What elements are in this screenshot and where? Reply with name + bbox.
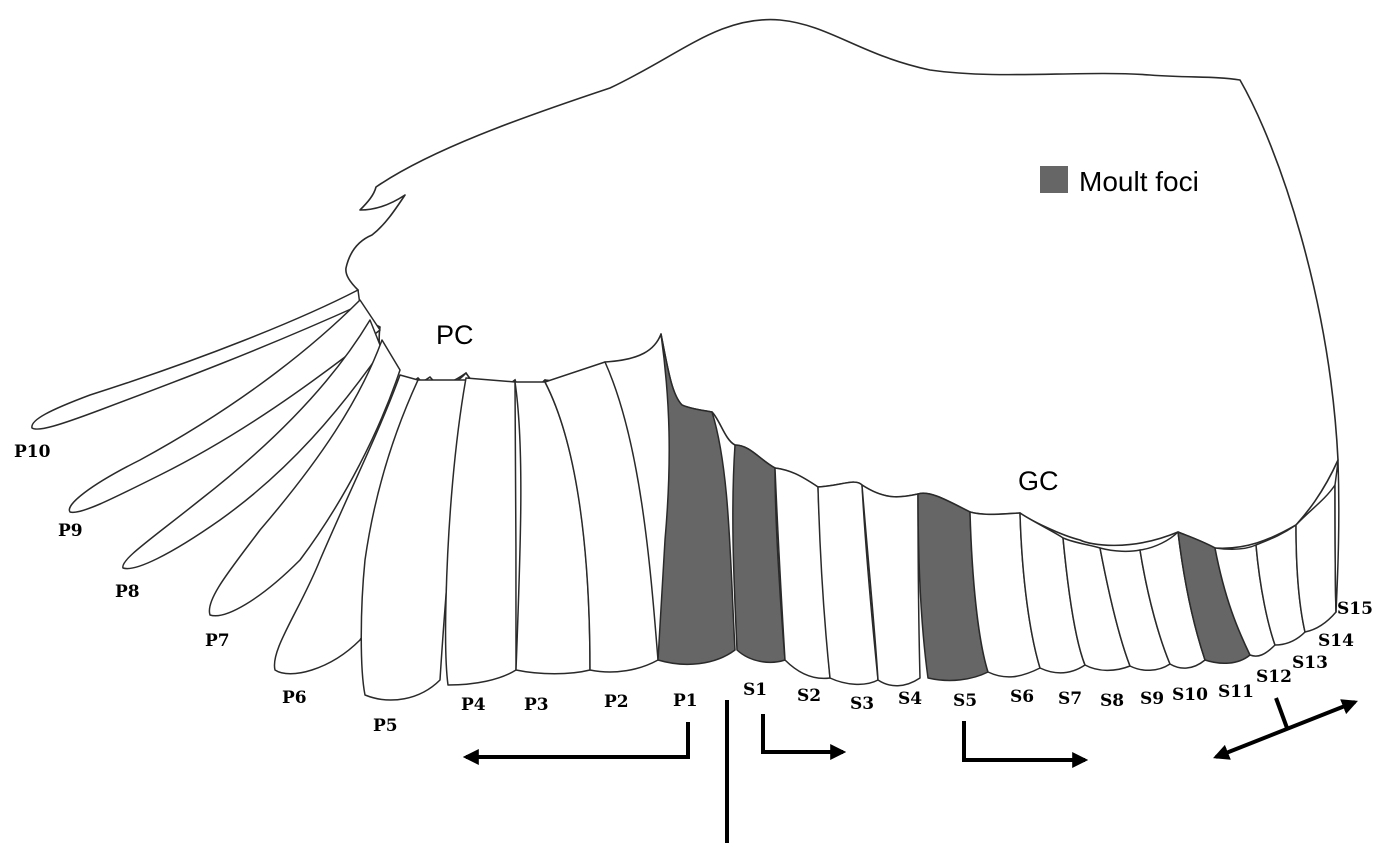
label-p4: P4 <box>461 695 486 715</box>
feather-p8 <box>122 319 383 570</box>
label-p10: P10 <box>14 442 51 462</box>
label-s2: S2 <box>797 686 821 706</box>
feather-p1 <box>657 333 736 666</box>
label-s15: S15 <box>1337 599 1373 619</box>
label-p5: P5 <box>373 716 398 736</box>
label-s11: S11 <box>1218 682 1254 702</box>
feather-s4 <box>861 484 921 687</box>
feather-s15 <box>1334 459 1340 613</box>
label-s6: S6 <box>1010 687 1034 707</box>
label-p6: P6 <box>282 688 307 708</box>
label-s13: S13 <box>1292 653 1328 673</box>
label-p2: P2 <box>604 692 629 712</box>
greater-coverts-label: GC <box>1018 466 1059 496</box>
feather-p2 <box>544 361 659 673</box>
legend-label: Moult foci <box>1079 166 1199 197</box>
label-p1: P1 <box>673 691 698 711</box>
label-s14: S14 <box>1318 631 1354 651</box>
label-s12: S12 <box>1256 667 1292 687</box>
label-p3: P3 <box>524 695 549 715</box>
label-s3: S3 <box>850 694 874 714</box>
label-s5: S5 <box>953 691 977 711</box>
arrow-s11-stem <box>1274 697 1289 729</box>
feather-p4 <box>444 377 517 686</box>
label-p9: P9 <box>58 521 83 541</box>
label-s9: S9 <box>1140 689 1164 709</box>
label-s7: S7 <box>1058 689 1082 709</box>
primary-feathers <box>31 289 736 701</box>
label-p7: P7 <box>205 631 230 651</box>
arrow-s5-inward <box>962 721 1089 768</box>
arrow-s1-inward <box>761 714 847 760</box>
label-p8: P8 <box>115 582 140 602</box>
label-s1: S1 <box>743 680 767 700</box>
feather-p10 <box>31 289 361 430</box>
feather-p9 <box>68 299 381 514</box>
label-s10: S10 <box>1172 685 1208 705</box>
arrow-p1-outward <box>462 722 690 765</box>
legend-swatch <box>1040 166 1068 193</box>
primary-coverts-label: PC <box>436 320 474 350</box>
feather-p7 <box>208 339 401 617</box>
secondary-feathers <box>732 444 1340 687</box>
label-s4: S4 <box>898 689 922 709</box>
arrow-s11-bidirectional <box>1213 699 1358 760</box>
label-s8: S8 <box>1100 691 1124 711</box>
